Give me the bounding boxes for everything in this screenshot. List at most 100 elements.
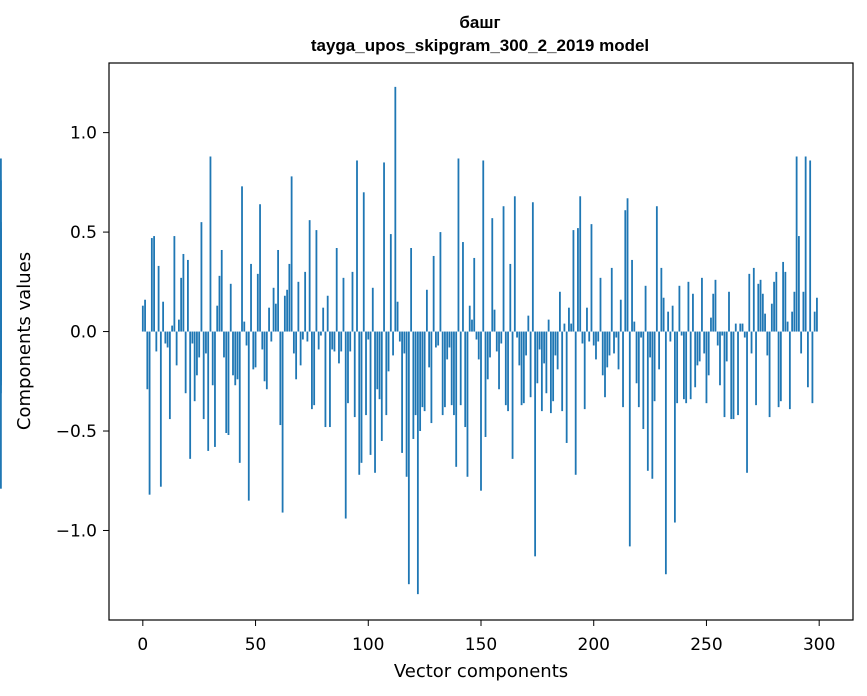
bar-component-158 [498,331,500,390]
bar-component-251 [707,331,710,376]
bar-component-299 [816,297,818,332]
bar-component-77 [315,230,318,332]
bar-component-209 [613,331,615,354]
bar-component-26 [200,222,203,332]
bar-component-97 [360,331,363,463]
bar-component-63 [283,295,286,332]
x-axis-ticks: 0 50 100 150 200 250 300 [137,620,835,655]
bar-component-2 [146,331,149,390]
bar-component-170 [525,331,527,356]
bar-component-126 [425,289,428,332]
bar-component-152 [484,331,487,437]
bar-component-250 [705,331,708,404]
bar-component-288 [791,311,794,332]
bar-component-57 [270,331,273,342]
bar-component-89 [342,277,345,332]
bar-component-undefined [0,331,2,489]
bar-component-189 [568,307,570,332]
bar-component-131 [437,331,440,346]
bar-component-256 [719,331,721,386]
bar-component-246 [696,331,699,366]
bar-component-225 [649,331,651,358]
y-axis-label: Components values [14,252,35,430]
bar-component-220 [637,331,640,408]
x-tick-label: 100 [352,635,384,655]
bar-component-101 [369,331,372,455]
bar-component-286 [786,321,789,332]
x-tick-label: 300 [803,635,835,655]
bar-component-41 [234,331,237,386]
bar-component-125 [423,331,426,412]
bar-component-59 [274,303,277,332]
bar-component-139 [455,331,458,467]
bar-component-64 [286,289,289,332]
bar-component-56 [268,307,270,332]
bar-component-87 [338,331,340,364]
bar-component-204 [601,331,604,376]
bar-component-34 [218,275,221,332]
bar-component-247 [698,331,701,362]
bar-component-180 [547,319,550,332]
y-axis-ticks: 1.0 0.5 0.0 −0.5 −1.0 [56,124,109,541]
bar-component-259 [725,331,728,362]
bar-component-80 [322,307,325,332]
bar-component-167 [518,331,521,366]
bar-component-79 [320,331,322,336]
bar-component-32 [214,331,216,447]
bar-component-84 [331,331,334,350]
bar-component-218 [633,321,636,332]
bar-component-208 [610,267,613,332]
bar-component-228 [655,206,658,332]
bar-component-186 [561,331,564,412]
bar-component-9 [162,301,165,332]
bar-component-159 [500,331,503,344]
bar-component-73 [306,331,309,342]
bar-component-215 [626,198,629,332]
bar-component-143 [464,331,467,428]
bar-component-69 [297,281,300,332]
bar-component-108 [385,331,388,416]
bar-component-260 [728,291,730,332]
bar-component-49 [252,331,255,370]
bar-component-46 [245,331,248,346]
bar-component-238 [678,285,681,332]
bar-component-233 [667,311,670,332]
bar-component-284 [782,261,785,332]
bar-component-263 [734,323,737,332]
x-tick-label: 50 [245,635,267,655]
bar-component-214 [624,210,627,332]
y-tick-label: 0.0 [70,323,97,343]
bar-component-121 [414,331,417,416]
bar-component-142 [462,242,464,332]
bar-component-86 [335,248,338,332]
bar-component-42 [236,331,239,380]
bar-component-210 [615,331,618,338]
bar-component-248 [701,277,703,332]
bar-component-129 [432,255,435,332]
bar-component-175 [536,331,539,384]
x-tick-label: 150 [465,635,497,655]
bar-component-174 [534,331,537,557]
bar-component-261 [730,331,733,420]
bar-component-105 [378,331,381,400]
bar-component-51 [256,273,259,332]
bar-component-3 [148,331,151,495]
bar-component-166 [516,331,518,338]
bar-component-82 [326,295,329,332]
bar-component-270 [750,331,753,354]
bar-component-60 [277,249,279,332]
bar-component-148 [475,331,478,340]
bar-component-179 [545,331,548,394]
bar-component-20 [187,259,189,332]
bar-component-191 [572,230,575,332]
x-tick-label: 0 [137,635,148,655]
bar-component-30 [209,156,212,332]
chart-subtitle: tayga_upos_skipgram_300_2_2019 model [311,36,649,55]
bar-component-162 [507,331,509,412]
bar-component-211 [617,331,620,370]
bar-component-106 [380,331,383,441]
bar-component-217 [631,259,633,332]
bar-component-290 [795,156,798,332]
